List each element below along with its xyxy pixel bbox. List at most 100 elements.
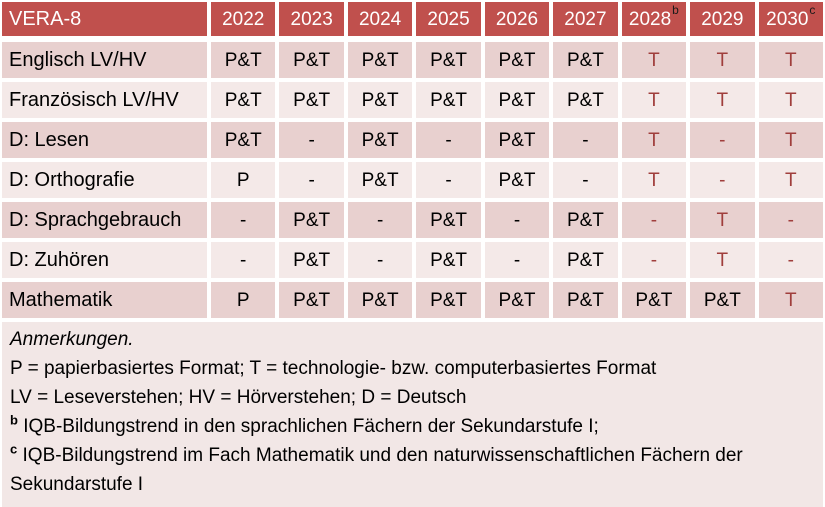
row-label: D: Sprachgebrauch (2, 202, 207, 238)
row-label: Mathematik (2, 282, 207, 318)
table-cell-value: P&T (484, 122, 550, 158)
table-notes: Anmerkungen. P = papierbasiertes Format;… (2, 322, 823, 507)
header-year-2022: 2022 (211, 2, 276, 36)
table-cell-value: T (758, 42, 823, 78)
vera8-schedule-table: VERA-8 2022 2023 2024 2025 2026 2027 2028 b 2029 2… (2, 2, 823, 318)
table-cell-value: T (621, 82, 687, 118)
table-cell-value: - (279, 122, 344, 158)
footnote-c-text: IQB-Bildungstrend im Fach Mathematik und… (10, 445, 743, 495)
table-cell-value: P&T (484, 82, 550, 118)
table-cell-value: - (621, 202, 687, 238)
table-cell-value: P&T (279, 282, 344, 318)
note-footnote-b: b IQB-Bildungstrend in den sprachlichen … (10, 412, 813, 441)
header-year-2024: 2024 (347, 2, 413, 36)
table-cell-value: P&T (553, 82, 618, 118)
table-cell-value: - (416, 122, 481, 158)
table-cell-value: P&T (553, 202, 618, 238)
table-cell-value: - (211, 242, 276, 278)
header-year-label: 2030 (766, 8, 809, 30)
table-cell-value: T (758, 82, 823, 118)
table-cell-value: P&T (621, 282, 687, 318)
table-cell-value: P&T (416, 82, 481, 118)
table-cell-value: P&T (553, 282, 618, 318)
table-cell-value: T (758, 122, 823, 158)
table-cell-value: P&T (211, 42, 276, 78)
notes-heading: Anmerkungen. (10, 329, 134, 350)
header-year-label: 2026 (495, 8, 539, 30)
row-label: D: Zuhören (2, 242, 207, 278)
table-cell-value: P&T (553, 42, 618, 78)
row-label: Französisch LV/HV (2, 82, 207, 118)
table-cell-value: P&T (553, 242, 618, 278)
table-cell-value: P&T (211, 122, 276, 158)
header-year-label: 2023 (290, 8, 333, 30)
table-cell-value: P&T (347, 82, 413, 118)
table-cell-value: P&T (416, 42, 481, 78)
table-cell-value: - (553, 122, 618, 158)
table-cell-value: - (690, 162, 755, 198)
header-year-label: 2022 (222, 8, 265, 30)
table-cell-value: P&T (279, 82, 344, 118)
table-cell-value: P&T (347, 42, 413, 78)
table-cell-value: P&T (416, 242, 481, 278)
table-cell-value: P&T (279, 242, 344, 278)
footnote-c-marker: c (10, 441, 18, 457)
table-cell-value: - (347, 202, 413, 238)
header-footnote-marker: c (809, 3, 816, 17)
table-cell-value: T (621, 122, 687, 158)
table-cell-value: P&T (347, 162, 413, 198)
header-year-label: 2029 (701, 8, 744, 30)
header-year-2025: 2025 (416, 2, 481, 36)
table-cell-value: P&T (416, 202, 481, 238)
footnote-b-text: IQB-Bildungstrend in den sprachlichen Fä… (17, 416, 599, 437)
row-label: Englisch LV/HV (2, 42, 207, 78)
table-cell-value: - (690, 122, 755, 158)
table-cell-value: - (347, 242, 413, 278)
table-cell-value: P (211, 162, 276, 198)
table-cell-value: T (690, 82, 755, 118)
header-year-2027: 2027 (553, 2, 618, 36)
table-cell-value: - (211, 202, 276, 238)
header-year-label: 2028 (628, 8, 672, 30)
header-year-2029: 2029 (690, 2, 755, 36)
header-year-label: 2027 (564, 8, 607, 30)
table-cell-value: P&T (279, 202, 344, 238)
table-cell-value: P&T (347, 122, 413, 158)
table-cell-value: - (416, 162, 481, 198)
table-cell-value: T (621, 162, 687, 198)
table-cell-value: P&T (347, 282, 413, 318)
table-cell-value: T (690, 42, 755, 78)
table-cell-value: T (758, 282, 823, 318)
note-footnote-c: c IQB-Bildungstrend im Fach Mathematik u… (10, 441, 813, 499)
table-cell-value: P&T (211, 82, 276, 118)
table-cell-value: - (758, 202, 823, 238)
footnote-b-marker: b (10, 412, 18, 428)
table-cell-value: P&T (279, 42, 344, 78)
table-cell-value: - (621, 242, 687, 278)
table-cell-value: T (758, 162, 823, 198)
note-abbreviation-legend: LV = Leseverstehen; HV = Hörverstehen; D… (10, 387, 467, 408)
table-cell-value: - (553, 162, 618, 198)
table-cell-value: P&T (690, 282, 755, 318)
header-year-2028: 2028 b (621, 2, 687, 36)
table-cell-value: P&T (416, 282, 481, 318)
row-label: D: Orthografie (2, 162, 207, 198)
table-cell-value: - (279, 162, 344, 198)
table-cell-value: P&T (484, 162, 550, 198)
table-title: VERA-8 (2, 2, 207, 36)
header-year-label: 2025 (427, 8, 470, 30)
header-year-2026: 2026 (484, 2, 550, 36)
table-cell-value: T (690, 202, 755, 238)
table-cell-value: T (621, 42, 687, 78)
table-cell-value: T (690, 242, 755, 278)
table-cell-value: P&T (484, 42, 550, 78)
header-year-label: 2024 (358, 8, 402, 30)
note-format-legend: P = papierbasiertes Format; T = technolo… (10, 358, 657, 379)
table-cell-value: P (211, 282, 276, 318)
header-year-2023: 2023 (279, 2, 344, 36)
table-cell-value: - (758, 242, 823, 278)
header-footnote-marker: b (672, 3, 679, 17)
table-cell-value: - (484, 242, 550, 278)
table-cell-value: P&T (484, 282, 550, 318)
